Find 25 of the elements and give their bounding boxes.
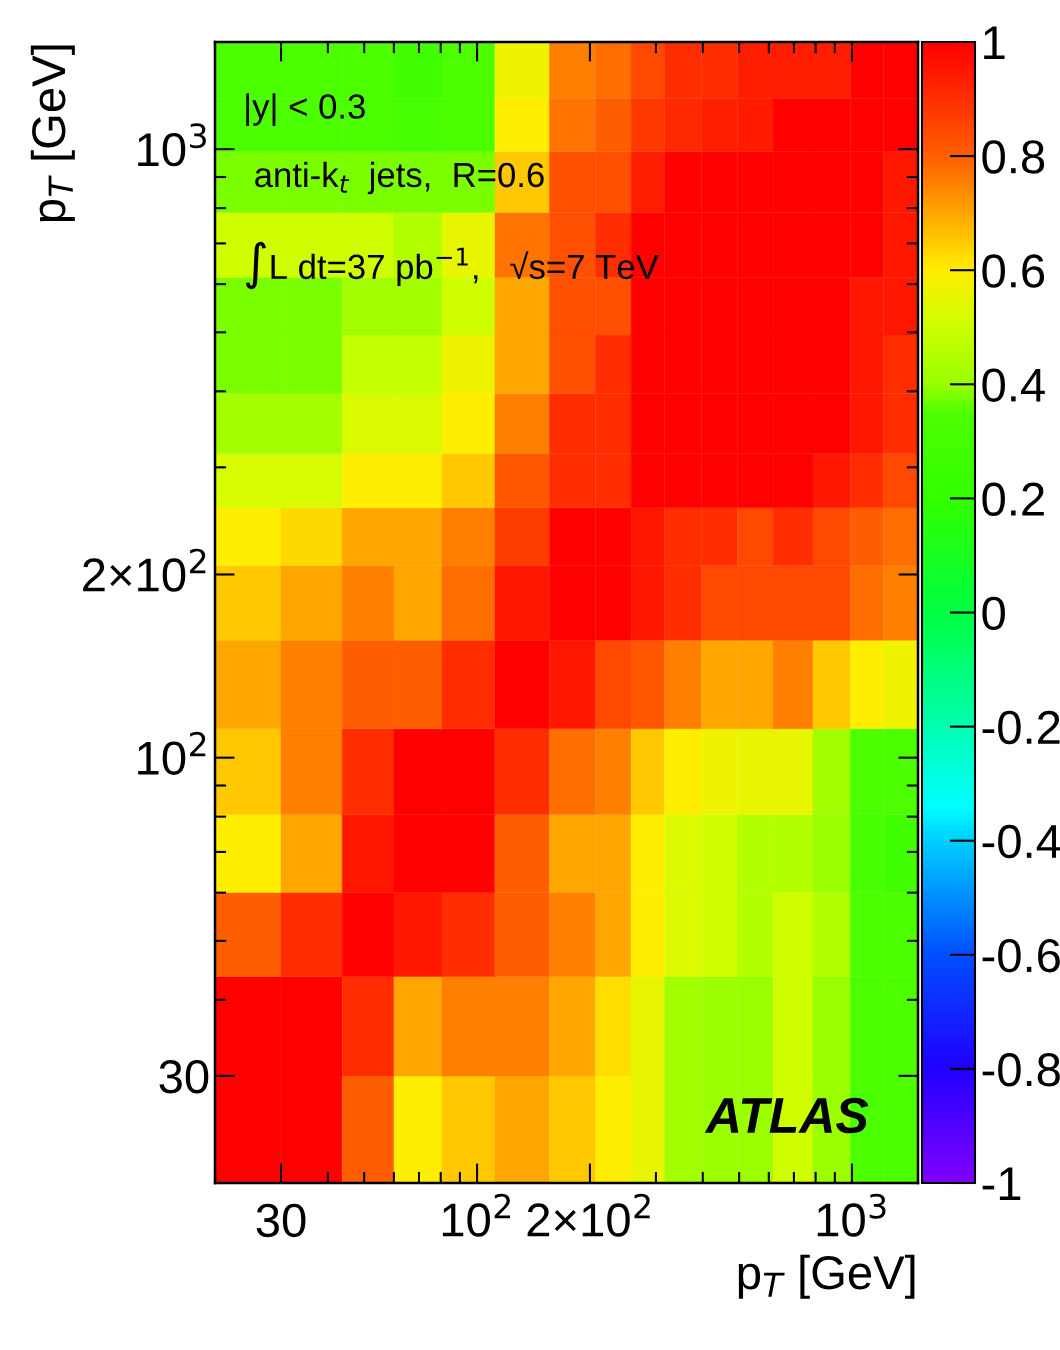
annotation: |y| < 0.3 bbox=[246, 93, 365, 126]
color-bar-label: 0.8 bbox=[982, 140, 1045, 174]
x-tick-label: 10$^{2}$ bbox=[442, 1193, 510, 1237]
x-axis-title: p$_{T}$ [GeV] bbox=[738, 1254, 915, 1299]
color-bar-label: 0.2 bbox=[982, 482, 1044, 516]
color-bar-label: -1 bbox=[982, 1167, 1021, 1201]
y-tick-label: 10$^{2}$ bbox=[138, 731, 206, 775]
color-bar-label: -0.8 bbox=[982, 1053, 1060, 1087]
color-bar-label: -0.4 bbox=[982, 824, 1060, 859]
x-tick-label: 30 bbox=[256, 1203, 306, 1238]
y-axis-title: p$_{T}$ [GeV] bbox=[30, 45, 75, 222]
color-bar-label: 0 bbox=[982, 596, 1005, 631]
color-bar-label: 1 bbox=[984, 26, 1005, 60]
annotation: anti-k$_{t}$ jets, R=0.6 bbox=[255, 161, 544, 195]
annotation: ∫L dt=37 pb$^{−1}$, √s=7 TeV bbox=[245, 241, 659, 290]
color-bar-label: 0.6 bbox=[982, 254, 1045, 288]
y-tick-label: 2×10$^{2}$ bbox=[83, 548, 206, 592]
color-bar-label: -0.6 bbox=[982, 938, 1060, 973]
y-tick-label: 10$^{3}$ bbox=[138, 123, 206, 167]
color-bar-label: 0.4 bbox=[982, 368, 1045, 402]
x-tick-label: 2×10$^{2}$ bbox=[527, 1193, 650, 1237]
annotation: ATLAS bbox=[704, 1097, 869, 1134]
color-bar-label: -0.2 bbox=[982, 710, 1060, 745]
y-tick-label: 30 bbox=[159, 1059, 209, 1094]
x-tick-label: 10$^{3}$ bbox=[817, 1193, 886, 1237]
